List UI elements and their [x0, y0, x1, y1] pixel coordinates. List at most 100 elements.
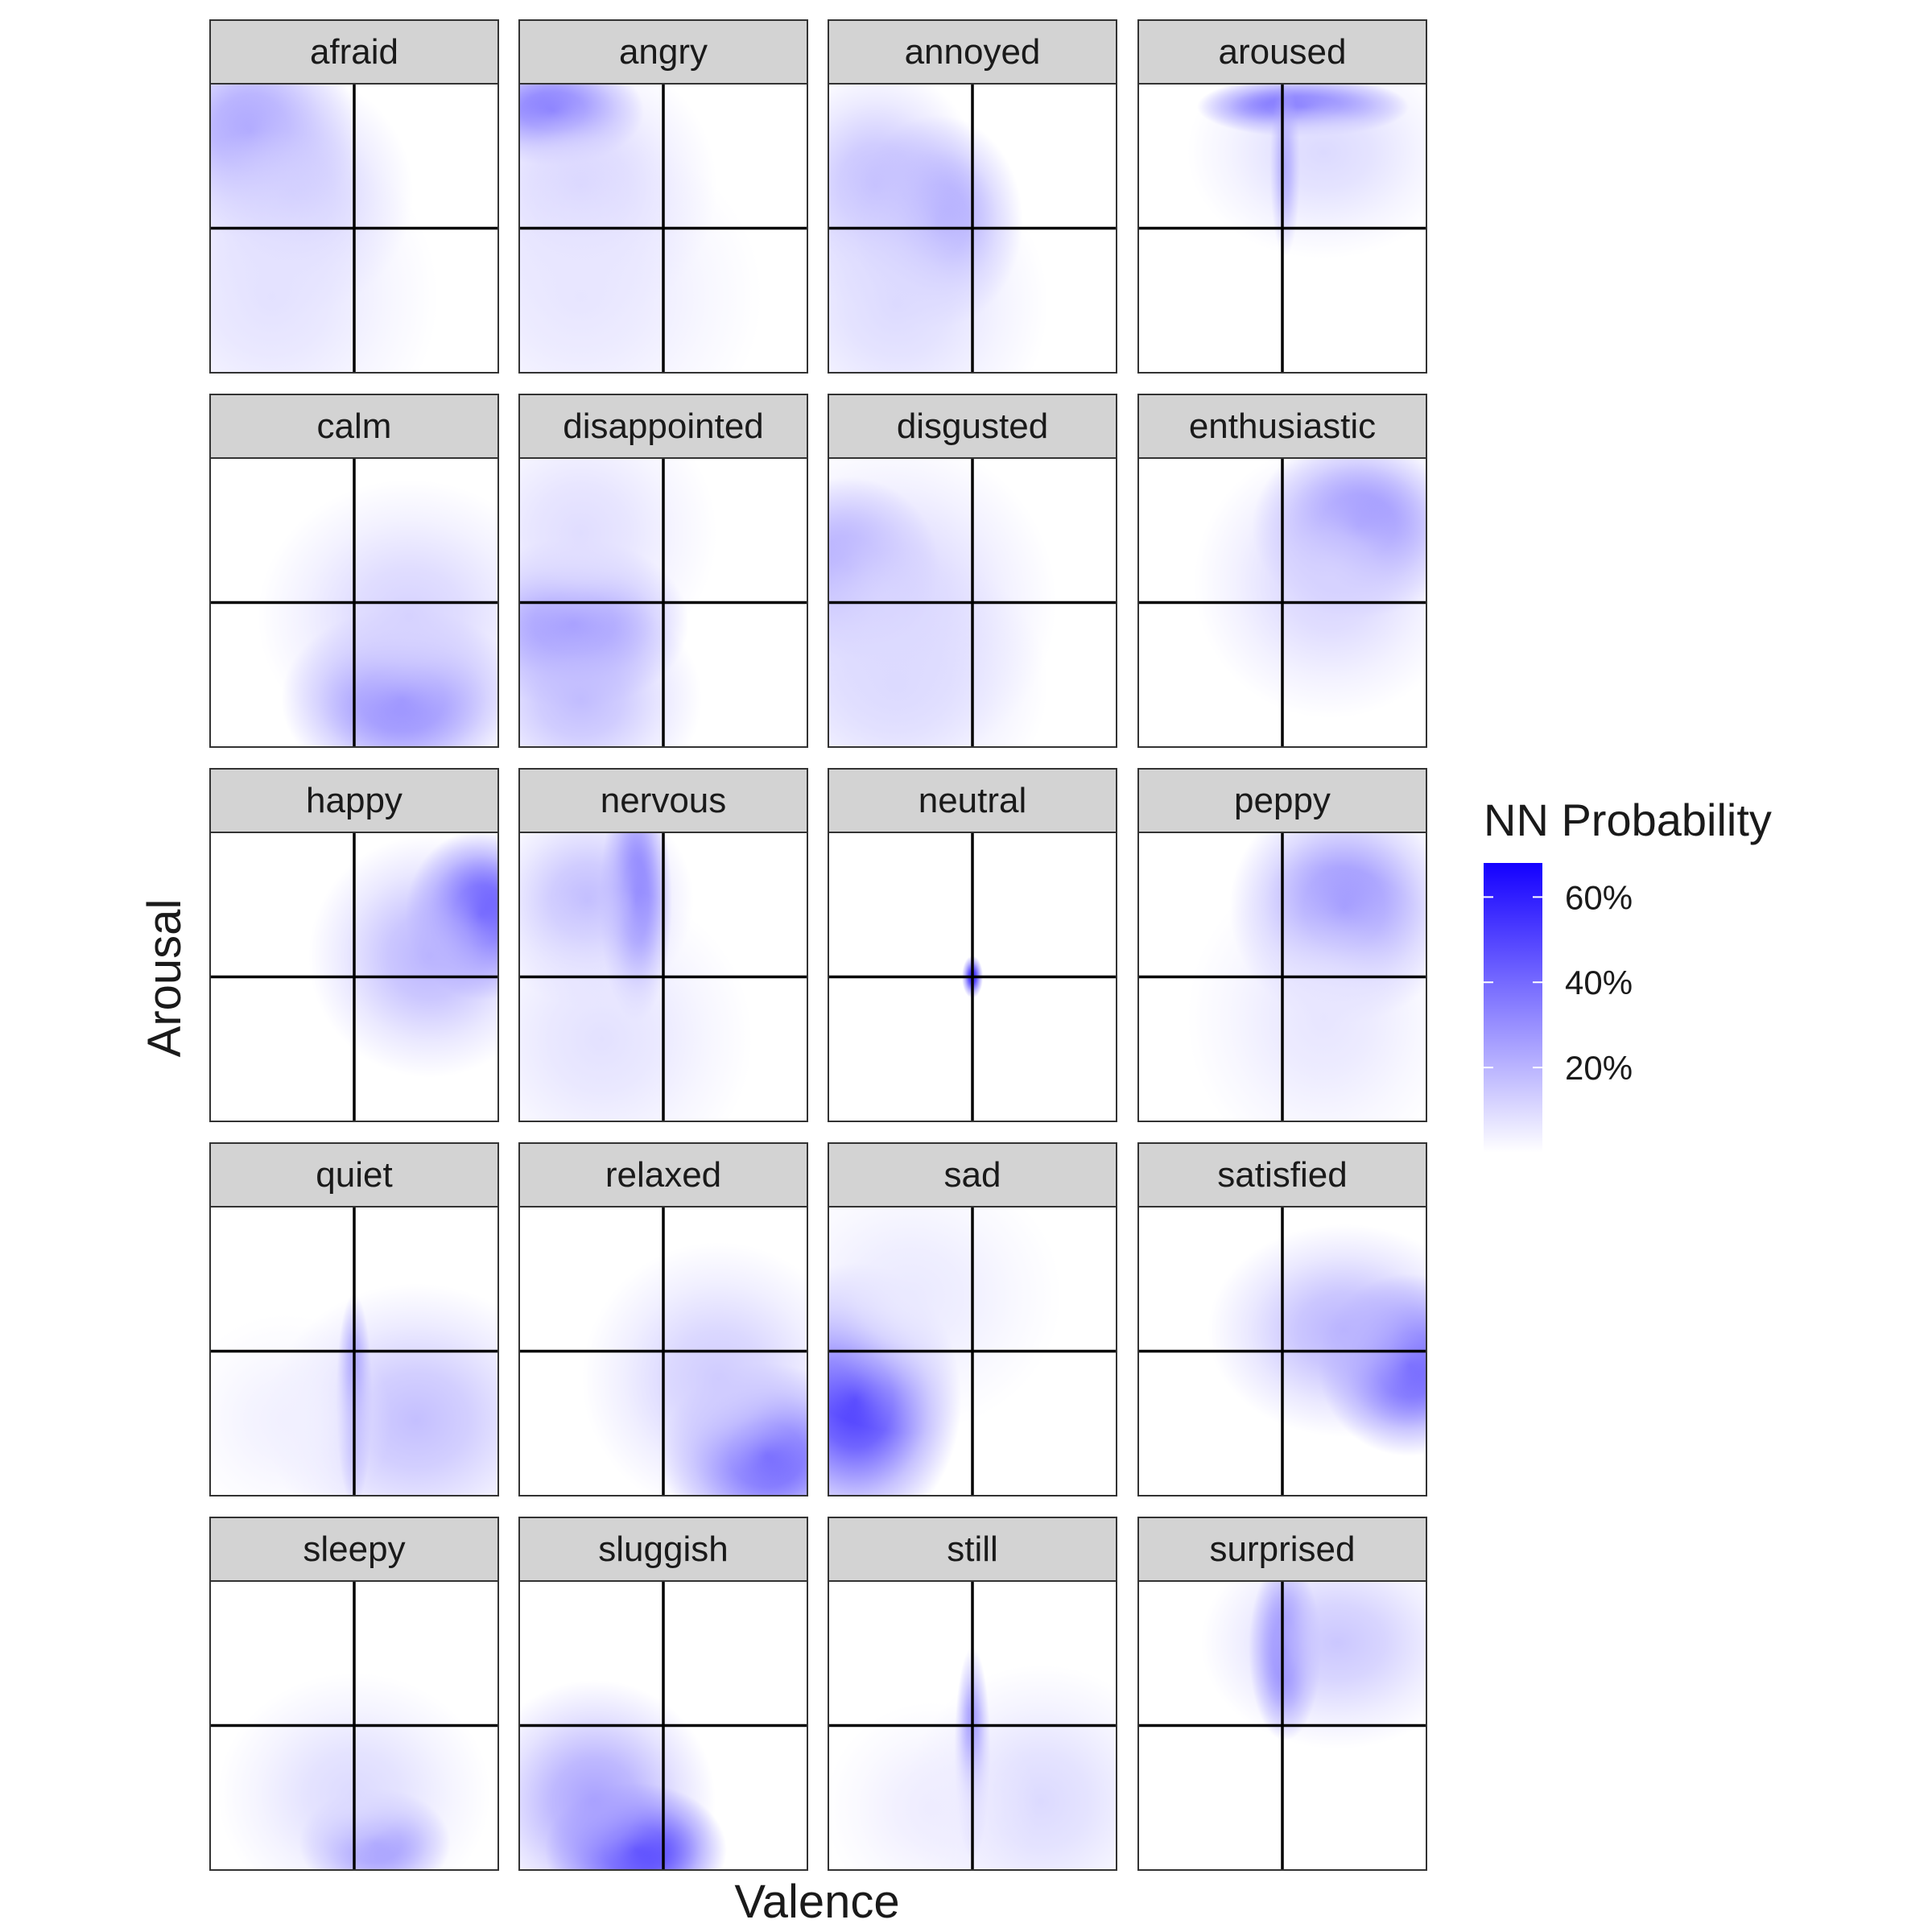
heat-layer: [519, 84, 763, 373]
facet-label: still: [947, 1530, 998, 1569]
density-blob: [1208, 1224, 1426, 1437]
facet-panel-quiet: quiet: [209, 1142, 499, 1496]
facet-strip: [828, 1517, 1117, 1582]
panel-border: [1137, 83, 1427, 374]
facet-label: sluggish: [598, 1530, 728, 1569]
facet-label: disgusted: [897, 407, 1048, 446]
panel-border: [518, 1206, 808, 1496]
facet-strip: [518, 394, 808, 459]
density-blob: [210, 130, 439, 373]
panel-border: [518, 457, 808, 748]
panel-border: [518, 832, 808, 1122]
density-blob: [1187, 84, 1426, 259]
heat-layer: [210, 84, 439, 373]
facet-panel-annoyed: annoyed: [828, 19, 1117, 374]
density-blob: [308, 834, 498, 1078]
legend-title: NN Probability: [1484, 795, 1772, 845]
facet-label: neutral: [919, 781, 1027, 820]
facet-strip: [518, 1517, 808, 1582]
color-legend: NN Probability 20% 40% 60%: [1484, 795, 1772, 1153]
density-blob: [519, 592, 702, 747]
panel-border: [828, 1580, 1117, 1871]
facet-strip: [518, 1142, 808, 1208]
heat-layer: [1194, 458, 1426, 719]
panel-border: [1137, 1206, 1427, 1496]
legend-tick-label: 60%: [1565, 878, 1633, 916]
heat-layer: [582, 1242, 807, 1496]
facet-panel-aroused: aroused: [1137, 19, 1427, 374]
legend-tick-label: 20%: [1565, 1049, 1633, 1087]
facet-label: aroused: [1218, 32, 1346, 72]
facet-label: quiet: [316, 1155, 392, 1195]
density-blob: [210, 1314, 392, 1496]
legend-tick-label: 40%: [1565, 964, 1633, 1001]
facet-label: surprised: [1210, 1530, 1356, 1569]
density-blob: [519, 130, 763, 373]
heat-layer: [519, 458, 717, 747]
facet-panel-sleepy: sleepy: [209, 1517, 499, 1871]
facet-label: enthusiastic: [1189, 407, 1376, 446]
facet-strip: [209, 768, 499, 833]
heat-layer: [519, 832, 753, 1121]
facet-strip: [828, 1142, 1117, 1208]
panel-border: [209, 457, 499, 748]
heat-layer: [828, 1207, 1063, 1496]
heat-layer: [828, 84, 1048, 373]
legend-ticks: 20% 40% 60%: [1484, 878, 1633, 1087]
panel-border: [209, 83, 499, 374]
facet-strip: [828, 19, 1117, 85]
facet-strip: [1137, 768, 1427, 833]
panel-border: [828, 832, 1117, 1122]
density-blob: [1269, 84, 1301, 258]
heat-layer: [1187, 84, 1426, 259]
facet-panel-neutral: neutral: [828, 768, 1117, 1122]
facet-panel-enthusiastic: enthusiastic: [1137, 394, 1427, 748]
legend-colorbar: [1484, 863, 1542, 1153]
x-axis-title: Valence: [734, 1876, 899, 1928]
density-blob: [1187, 866, 1426, 1121]
heat-layer: [258, 479, 498, 747]
facet-strip: [209, 19, 499, 85]
facet-panels: afraid angry annoyed aroused calm disappointe…: [209, 19, 1427, 1871]
density-blob: [828, 1702, 1038, 1870]
facet-panel-angry: angry: [518, 19, 808, 374]
density-blob: [1201, 1581, 1426, 1749]
facet-label: nervous: [601, 781, 727, 820]
facet-panel-satisfied: satisfied: [1137, 1142, 1427, 1496]
facet-strip: [1137, 1517, 1427, 1582]
panel-border: [1137, 1580, 1427, 1871]
facet-strip: [209, 1142, 499, 1208]
facet-label: relaxed: [605, 1155, 721, 1195]
facet-label: afraid: [310, 32, 398, 72]
facet-strip: [1137, 394, 1427, 459]
facet-panel-calm: calm: [209, 394, 499, 748]
panel-border: [209, 1206, 499, 1496]
facet-strip: [518, 768, 808, 833]
density-blob: [519, 1679, 716, 1870]
facet-panel-disgusted: disgusted: [828, 394, 1117, 748]
panel-border: [828, 1206, 1117, 1496]
density-blob: [1194, 458, 1426, 719]
facet-panel-surprised: surprised: [1137, 1517, 1427, 1871]
density-blob: [582, 1242, 807, 1496]
facet-panel-disappointed: disappointed: [518, 394, 808, 748]
density-blob: [519, 887, 753, 1121]
facet-panel-sluggish: sluggish: [518, 1517, 808, 1871]
density-blob: [258, 479, 498, 747]
facet-panel-sad: sad: [828, 1142, 1117, 1496]
density-blob: [828, 1207, 1063, 1433]
panel-border: [1137, 832, 1427, 1122]
facet-label: angry: [619, 32, 708, 72]
facet-panel-peppy: peppy: [1137, 768, 1427, 1122]
facet-label: peppy: [1234, 781, 1331, 820]
panel-border: [518, 1580, 808, 1871]
facet-label: sad: [944, 1155, 1001, 1195]
facet-label: satisfied: [1217, 1155, 1347, 1195]
facet-panel-happy: happy: [209, 768, 499, 1122]
facet-panel-relaxed: relaxed: [518, 1142, 808, 1496]
panel-border: [518, 83, 808, 374]
facet-label: calm: [317, 407, 392, 446]
facet-panel-afraid: afraid: [209, 19, 499, 374]
heat-layer: [308, 832, 498, 1078]
